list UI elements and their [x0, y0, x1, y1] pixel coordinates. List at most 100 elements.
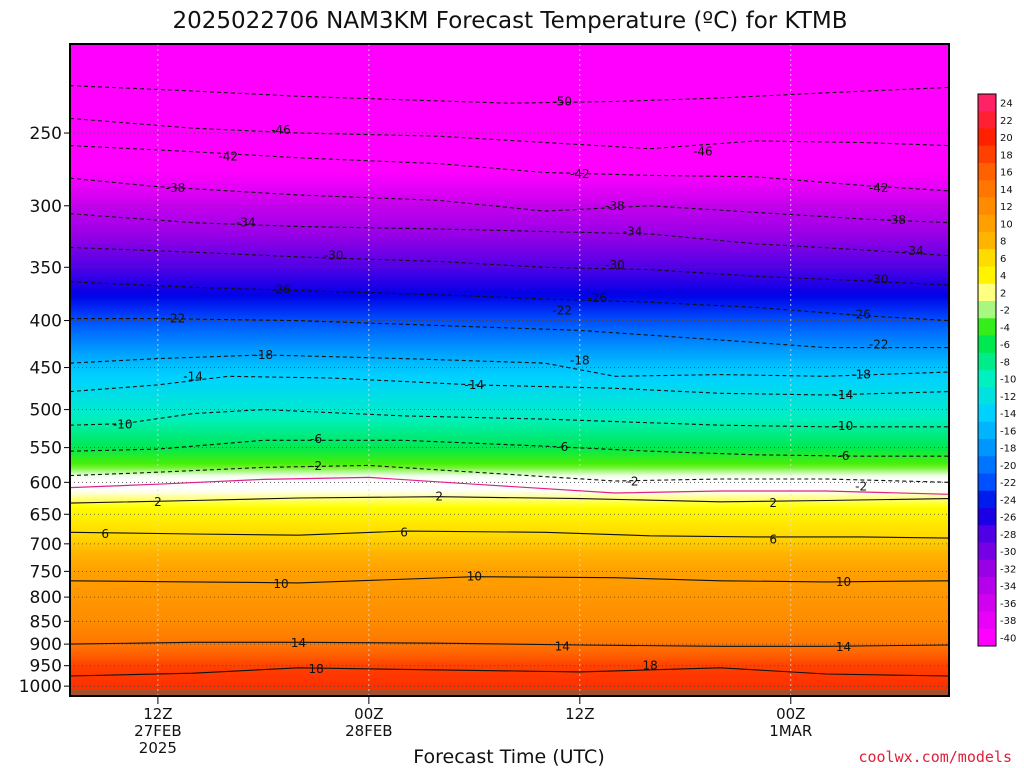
isotherm-line — [70, 667, 949, 677]
isotherm-line — [70, 117, 949, 150]
colorbar-frame — [977, 93, 997, 647]
isotherm-label: 2 — [769, 496, 777, 510]
isotherm-label: -10 — [113, 417, 133, 431]
isotherm-line — [70, 177, 949, 224]
isotherm-label: -6 — [310, 432, 322, 446]
isotherm-label: -34 — [904, 244, 924, 258]
colorbar-cell — [978, 404, 996, 423]
isotherm-line — [70, 409, 949, 428]
ground-band — [70, 690, 949, 696]
colorbar-cell — [978, 301, 996, 319]
colorbar-label: -22 — [1000, 478, 1016, 489]
colorbar-label: 6 — [1000, 254, 1006, 265]
colorbar-cell — [978, 352, 996, 371]
colorbar-label: -12 — [1000, 392, 1016, 403]
colorbar: 24 22 20 18 16 14 12 10 8 6 4 2 -2 -4 -6 -8 -10 -12 -14 -16… — [977, 93, 1016, 647]
isotherm-line — [70, 246, 949, 286]
y-tick-label: 550 — [30, 439, 62, 459]
colorbar-label: -38 — [1000, 616, 1016, 627]
isotherm-line — [70, 576, 949, 584]
isotherm-label: 18 — [642, 659, 657, 673]
colorbar-cell — [978, 283, 996, 302]
colorbar-label: -30 — [1000, 547, 1016, 558]
isotherm-line — [70, 641, 949, 647]
colorbar-label: -16 — [1000, 426, 1016, 437]
credit-text: coolwx.com/models — [858, 748, 1012, 766]
colorbar-cell — [978, 197, 996, 216]
y-tick-label: 300 — [30, 197, 62, 217]
colorbar-cell — [978, 559, 996, 578]
colorbar-cell — [978, 94, 996, 112]
isotherm-label: -50 — [552, 94, 572, 108]
colorbar-label: 2 — [1000, 288, 1006, 299]
x-tick-label: 12Z — [143, 705, 172, 723]
colorbar-cell — [978, 525, 996, 543]
isotherm-label: 18 — [308, 662, 323, 676]
isotherm-line — [70, 496, 949, 504]
colorbar-cell — [978, 214, 996, 233]
y-tick-label: 1000 — [19, 677, 62, 697]
colorbar-cell — [978, 421, 996, 440]
isotherm-line — [70, 85, 949, 104]
colorbar-label: 24 — [1000, 99, 1013, 110]
y-tick-label: 850 — [30, 612, 62, 632]
colorbar-label: -18 — [1000, 444, 1016, 455]
isotherm-contours: -50 -46 -46 -42 -42 -42 -38 -38 -38 -34 -34 -34 -30 -… — [70, 85, 949, 677]
y-tick-label: 900 — [30, 635, 62, 655]
isotherm-label: -6 — [838, 449, 850, 463]
isotherm-label: -34 — [623, 225, 643, 239]
isotherm-label: -18 — [254, 348, 274, 362]
colorbar-cell — [978, 542, 996, 561]
isotherm-label: -26 — [851, 308, 871, 322]
colorbar-label: 20 — [1000, 133, 1013, 144]
colorbar-label: -10 — [1000, 375, 1016, 386]
colorbar-label: -4 — [1000, 323, 1010, 334]
colorbar-cell — [978, 266, 996, 285]
colorbar-cell — [978, 111, 996, 129]
isotherm-line — [70, 213, 949, 257]
colorbar-label: -8 — [1000, 357, 1010, 368]
colorbar-label: 12 — [1000, 202, 1013, 213]
isotherm-label: -38 — [166, 181, 186, 195]
isotherm-label: -42 — [570, 167, 590, 181]
colorbar-label: -40 — [1000, 633, 1016, 644]
colorbar-label: -20 — [1000, 461, 1016, 472]
y-tick-label: 600 — [30, 473, 62, 493]
isotherm-line — [70, 530, 949, 539]
y-tick-label: 250 — [30, 124, 62, 144]
x-tick-label: 28FEB — [345, 722, 392, 740]
isotherm-label: -30 — [324, 249, 344, 263]
shading-rect — [70, 44, 949, 696]
x-tick-label: 2025 — [139, 739, 177, 757]
colorbar-cell — [978, 508, 996, 526]
colorbar-cell — [978, 232, 996, 250]
isotherm-label: -14 — [465, 378, 485, 392]
isotherm-label: -14 — [183, 369, 203, 383]
isotherm-label: -2 — [627, 475, 639, 489]
isotherm-label: 14 — [291, 636, 306, 650]
colorbar-label: -26 — [1000, 513, 1016, 524]
y-tick-label: 950 — [30, 657, 62, 677]
isotherm-label: -30 — [869, 273, 889, 287]
colorbar-cell — [978, 318, 996, 336]
isotherm-label: -22 — [552, 303, 572, 317]
colorbar-label: 22 — [1000, 116, 1013, 127]
isotherm-label: 10 — [467, 570, 482, 584]
colorbar-label: 16 — [1000, 168, 1013, 179]
chart-title: 2025022706 NAM3KM Forecast Temperature (… — [173, 8, 848, 34]
isotherm-line — [70, 281, 949, 322]
colorbar-cell — [978, 577, 996, 595]
isotherm-label: 6 — [400, 525, 408, 539]
isotherm-label: -2 — [310, 459, 322, 473]
colorbar-label: 8 — [1000, 237, 1006, 248]
colorbar-label: 18 — [1000, 150, 1013, 161]
colorbar-label: -36 — [1000, 599, 1016, 610]
isotherm-label: -34 — [236, 216, 256, 230]
isotherm-label: -10 — [834, 419, 854, 433]
isotherm-label: 10 — [836, 575, 851, 589]
isotherm-label: -30 — [605, 258, 625, 272]
colorbar-label: -34 — [1000, 582, 1016, 593]
ground-rect — [70, 690, 949, 696]
y-tick-label: 750 — [30, 562, 62, 582]
